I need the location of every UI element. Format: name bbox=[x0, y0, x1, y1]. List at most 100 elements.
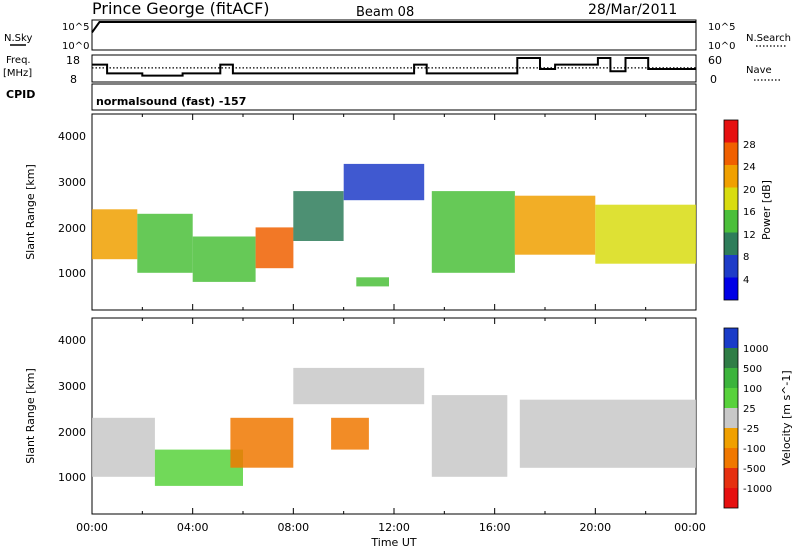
velocity-panel: Slant Range [km] 4000 3000 2000 1000 100… bbox=[24, 317, 793, 515]
freq-right-label: Nave bbox=[746, 65, 772, 76]
freq-left-tick-top: 18 bbox=[66, 54, 80, 67]
heatmap-cell bbox=[192, 236, 256, 282]
freq-left-label-1: Freq. bbox=[6, 55, 31, 66]
power-colorbar-5 bbox=[724, 232, 738, 255]
freq-right-tick-bottom: 0 bbox=[710, 73, 717, 86]
xtick-0000: 00:00 bbox=[76, 521, 108, 534]
heatmap-cell bbox=[595, 204, 696, 264]
velocity-cb-tick-neg500: -500 bbox=[743, 464, 766, 475]
noise-panel: N.Sky 10^5 10^0 10^5 10^0 N.Search bbox=[4, 19, 791, 52]
xtick-1600: 16:00 bbox=[479, 521, 511, 534]
velocity-colorbar-2 bbox=[724, 368, 738, 388]
velocity-colorbar bbox=[723, 327, 739, 509]
velocity-ytick-1000: 1000 bbox=[58, 471, 86, 484]
noise-line bbox=[91, 21, 696, 33]
x-axis: 00:00 04:00 08:00 12:00 16:00 20:00 00:0… bbox=[76, 521, 706, 549]
cpid-panel: CPID normalsound (fast) -157 bbox=[6, 83, 697, 111]
heatmap-cell bbox=[92, 417, 155, 477]
noise-left-label: N.Sky bbox=[4, 33, 32, 44]
power-colorbar-frame bbox=[723, 119, 739, 301]
power-axis bbox=[91, 114, 697, 310]
power-colorbar-7 bbox=[724, 277, 738, 300]
velocity-cb-tick-1000: 1000 bbox=[743, 344, 768, 355]
heatmap-cell bbox=[137, 213, 193, 273]
velocity-colorbar-0 bbox=[724, 328, 738, 348]
heatmap-cell bbox=[431, 395, 508, 477]
velocity-colorbar-7 bbox=[724, 468, 738, 488]
velocity-cb-tick-100: 100 bbox=[743, 384, 762, 395]
noise-right-tick-bottom: 10^0 bbox=[708, 41, 735, 52]
velocity-colorbar-1 bbox=[724, 348, 738, 368]
power-cb-tick-12: 12 bbox=[743, 230, 756, 241]
velocity-colorbar-3 bbox=[724, 388, 738, 408]
heatmap-cell bbox=[92, 209, 138, 260]
heatmap-cell bbox=[230, 417, 294, 468]
freq-left-label-2: [MHz] bbox=[3, 68, 32, 79]
velocity-colorbar-8 bbox=[724, 488, 738, 508]
cpid-panel-frame bbox=[91, 83, 697, 111]
power-colorbar-4 bbox=[724, 210, 738, 233]
power-cb-tick-16: 16 bbox=[743, 207, 756, 218]
velocity-colorbar-label: Velocity [m s^-1] bbox=[780, 370, 793, 465]
cpid-mode: normalsound (fast) -157 bbox=[96, 95, 246, 108]
noise-panel-frame bbox=[91, 19, 697, 51]
power-colorbar-6 bbox=[724, 255, 738, 278]
power-ytick-1000: 1000 bbox=[58, 267, 86, 280]
power-cb-tick-4: 4 bbox=[743, 275, 749, 286]
xtick-2400: 00:00 bbox=[674, 521, 706, 534]
power-ytick-2000: 2000 bbox=[58, 222, 86, 235]
power-colorbar-label: Power [dB] bbox=[760, 180, 773, 240]
heatmap-cell bbox=[519, 399, 696, 468]
power-colorbar bbox=[723, 119, 739, 301]
x-axis-label: Time UT bbox=[370, 536, 416, 549]
power-colorbar-0 bbox=[724, 120, 738, 143]
velocity-colorbar-4 bbox=[724, 408, 738, 428]
power-ytick-4000: 4000 bbox=[58, 130, 86, 143]
heatmap-cell bbox=[154, 449, 243, 486]
velocity-cb-tick-25: 25 bbox=[743, 404, 756, 415]
heatmap-cell bbox=[343, 163, 425, 201]
heatmap-cell bbox=[514, 195, 596, 255]
velocity-cb-tick-neg100: -100 bbox=[743, 444, 766, 455]
velocity-ytick-4000: 4000 bbox=[58, 334, 86, 347]
date-title: 28/Mar/2011 bbox=[588, 2, 677, 18]
velocity-cb-tick-neg1000: -1000 bbox=[743, 484, 772, 495]
xtick-0400: 04:00 bbox=[177, 521, 209, 534]
power-ylabel: Slant Range [km] bbox=[24, 164, 37, 260]
power-cb-tick-20: 20 bbox=[743, 185, 756, 196]
xtick-2000: 20:00 bbox=[579, 521, 611, 534]
velocity-ytick-2000: 2000 bbox=[58, 426, 86, 439]
freq-line bbox=[92, 57, 696, 77]
power-colorbar-2 bbox=[724, 165, 738, 188]
beam-title: Beam 08 bbox=[356, 5, 414, 20]
power-colorbar-1 bbox=[724, 142, 738, 165]
velocity-regions bbox=[92, 367, 696, 486]
power-cb-tick-8: 8 bbox=[743, 252, 749, 263]
heatmap-cell bbox=[293, 367, 425, 405]
noise-left-tick-bottom: 10^0 bbox=[62, 41, 89, 52]
heatmap-cell bbox=[293, 191, 344, 241]
velocity-axis bbox=[91, 318, 697, 514]
xtick-0800: 08:00 bbox=[277, 521, 309, 534]
velocity-colorbar-6 bbox=[724, 448, 738, 468]
station-title: Prince George (fitACF) bbox=[92, 0, 270, 18]
cpid-label: CPID bbox=[6, 88, 35, 101]
velocity-colorbar-frame bbox=[723, 327, 739, 509]
velocity-cb-tick-neg25: -25 bbox=[743, 424, 759, 435]
power-ytick-3000: 3000 bbox=[58, 176, 86, 189]
power-colorbar-3 bbox=[724, 187, 738, 210]
heatmap-cell bbox=[255, 227, 294, 269]
power-panel: Slant Range [km] 4000 3000 2000 1000 28 … bbox=[24, 113, 773, 311]
heatmap-cell bbox=[356, 277, 389, 287]
velocity-cb-tick-500: 500 bbox=[743, 364, 762, 375]
power-regions bbox=[92, 163, 696, 287]
heatmap-cell bbox=[331, 417, 369, 450]
power-cb-tick-28: 28 bbox=[743, 140, 756, 151]
freq-right-tick-top: 60 bbox=[708, 54, 722, 67]
noise-right-tick-top: 10^5 bbox=[708, 22, 735, 33]
freq-left-tick-bottom: 8 bbox=[70, 73, 77, 86]
power-cb-tick-24: 24 bbox=[743, 162, 756, 173]
xtick-1200: 12:00 bbox=[378, 521, 410, 534]
velocity-ytick-3000: 3000 bbox=[58, 380, 86, 393]
